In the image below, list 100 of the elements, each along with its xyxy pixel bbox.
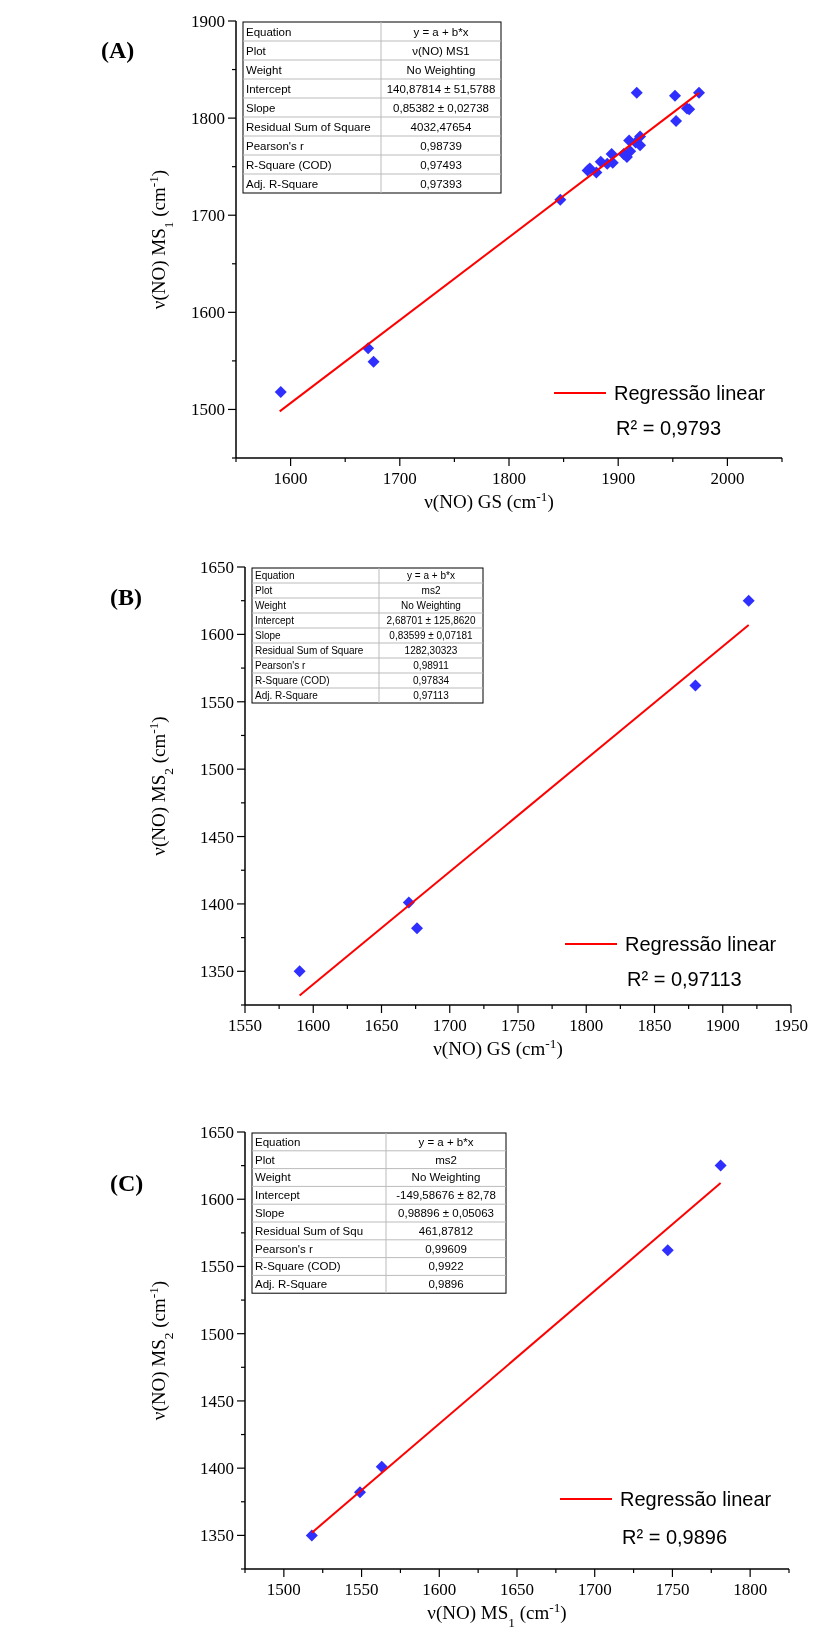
annotation: Pearson's r [246, 139, 304, 152]
y-tick-label: 1450 [200, 827, 234, 847]
x-tick-label: 1600 [422, 1580, 457, 1599]
point [367, 355, 380, 368]
y-tick-label: 1450 [200, 1391, 234, 1411]
annotation: y = a + b*x [407, 569, 455, 581]
point [274, 385, 287, 398]
x-tick-label: 1750 [655, 1580, 690, 1599]
x-tick-label: 1550 [344, 1580, 379, 1599]
annotation: 0,98739 [420, 139, 462, 152]
point [670, 115, 683, 128]
point [689, 679, 702, 692]
annotation: Intercept [246, 82, 292, 95]
annotation: y = a + b*x [413, 25, 469, 38]
y-tick-label: 1800 [191, 109, 225, 129]
x-tick-label: 1800 [492, 469, 526, 488]
x-axis-title: ν(NO) MS$_{1}$ (cm$^{-1}$) [427, 1599, 567, 1630]
annotation: Pearson's r [255, 659, 306, 671]
annotation: Slope [255, 1207, 285, 1220]
annotation: 0,97493 [420, 158, 462, 171]
point [668, 89, 681, 102]
annotation: No Weighting [401, 599, 461, 611]
annotation: Adj. R-Square [246, 177, 319, 190]
annotation: Adj. R-Square [255, 689, 319, 701]
annotation: Plot [255, 1153, 276, 1166]
x-tick-label: 1850 [637, 1016, 672, 1035]
annotation: -149,58676 ± 82,78 [396, 1189, 496, 1202]
x-tick-label: 1650 [500, 1580, 534, 1599]
x-tick-label: 1800 [569, 1016, 604, 1035]
y-tick-label: 1600 [191, 303, 225, 323]
legend-label: Regressão linear [620, 1488, 772, 1510]
y-tick-label: 1500 [191, 400, 225, 420]
y-tick-label: 1900 [191, 12, 225, 31]
y-tick-label: 1650 [200, 558, 234, 577]
annotation: R² = 0,9793 [616, 417, 722, 439]
annotation: 0,99609 [425, 1242, 467, 1255]
annotation: ν(NO) MS1 [412, 44, 470, 57]
annotation: 140,87814 ± 51,5788 [386, 82, 496, 95]
annotation: R² = 0,97113 [627, 968, 742, 990]
point [410, 922, 423, 935]
x-tick-label: 1550 [228, 1016, 262, 1035]
annotation: Residual Sum of Square [255, 644, 364, 656]
x-tick-label: 1700 [382, 469, 417, 488]
y-tick-label: 1400 [200, 894, 234, 914]
annotation: 461,87812 [418, 1224, 474, 1237]
annotation: Weight [255, 1171, 292, 1184]
annotation: y = a + b*x [418, 1135, 474, 1148]
y-tick-label: 1600 [200, 625, 234, 645]
x-axis-title: ν(NO) GS (cm$^{-1}$) [424, 488, 554, 513]
annotation: 2,68701 ± 125,8620 [386, 614, 476, 626]
annotation: Slope [246, 101, 276, 114]
point [293, 965, 306, 978]
point [375, 1460, 388, 1473]
annotation: Slope [255, 629, 282, 641]
annotation: No Weighting [411, 1171, 481, 1184]
x-tick-label: 1750 [501, 1016, 535, 1035]
x-tick-label: 1700 [432, 1016, 467, 1035]
y-tick-label: 1700 [191, 206, 225, 226]
annotation: Residual Sum of Squ [255, 1224, 364, 1237]
annotation: 0,9922 [428, 1260, 464, 1273]
annotation: 0,97834 [412, 674, 450, 686]
y-tick-label: 1550 [200, 692, 234, 712]
annotation: ms2 [421, 584, 441, 596]
x-tick-label: 1800 [733, 1580, 768, 1599]
annotation: Adj. R-Square [255, 1278, 328, 1291]
annotation: Plot [246, 44, 267, 57]
annotation: 0,98896 ± 0,05063 [398, 1207, 494, 1220]
legend-label: Regressão linear [625, 933, 777, 955]
annotation: 1282,30323 [404, 644, 458, 656]
x-axis-title: ν(NO) GS (cm$^{-1}$) [433, 1035, 563, 1060]
annotation: R-Square (COD) [255, 1260, 341, 1273]
x-tick-label: 1700 [577, 1580, 612, 1599]
annotation: Pearson's r [255, 1242, 313, 1255]
point [305, 1529, 318, 1542]
x-tick-label: 2000 [710, 469, 745, 488]
annotation: Equation [255, 569, 295, 581]
y-tick-label: 1350 [200, 962, 234, 982]
annotation: 0,97113 [413, 689, 450, 701]
annotation: Equation [255, 1135, 301, 1148]
x-tick-label: 1600 [296, 1016, 331, 1035]
annotation: R² = 0,9896 [622, 1526, 728, 1548]
annotation: 0,9896 [428, 1278, 464, 1291]
annotation: No Weighting [406, 63, 476, 76]
y-tick-label: 1550 [200, 1257, 234, 1277]
annotation: Equation [246, 25, 292, 38]
x-tick-label: 1650 [364, 1016, 399, 1035]
y-tick-label: 1500 [200, 760, 234, 780]
text: (C) [110, 1170, 144, 1196]
point [714, 1159, 727, 1172]
y-tick-label: 1500 [200, 1324, 234, 1344]
annotation: Weight [246, 63, 283, 76]
annotation: Weight [255, 599, 287, 611]
annotation: R-Square (COD) [255, 674, 330, 686]
point [661, 1244, 674, 1257]
legend-label: Regressão linear [614, 382, 766, 404]
annotation: Intercept [255, 1189, 301, 1202]
annotation: 0,85382 ± 0,02738 [393, 101, 489, 114]
x-tick-label: 1500 [266, 1580, 301, 1599]
annotation: 4032,47654 [410, 120, 472, 133]
annotation: 0,98911 [413, 659, 450, 671]
